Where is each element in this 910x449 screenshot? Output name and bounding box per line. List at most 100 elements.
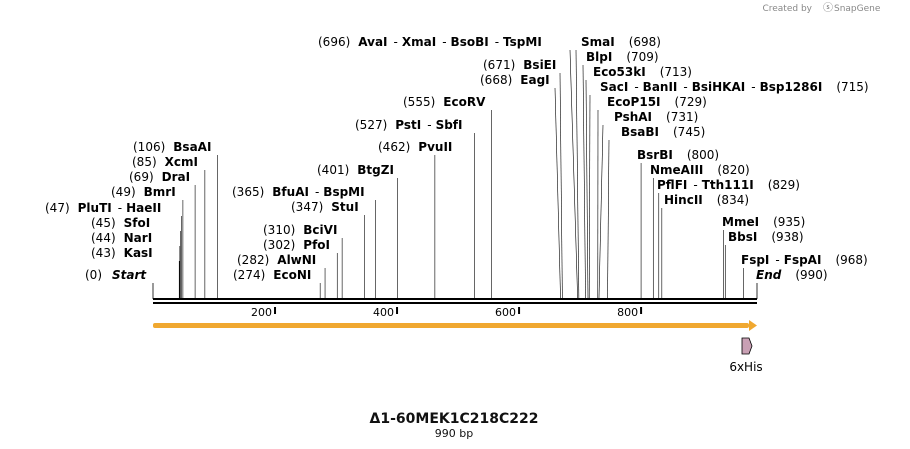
enzyme-site[interactable]: NmeAIII (820) xyxy=(650,163,750,298)
enzyme-name: SmaI xyxy=(581,35,615,49)
enzyme-label: (49) BmrI xyxy=(111,185,176,199)
enzyme-name: BsoBI xyxy=(451,35,489,49)
enzyme-label: (401) BtgZI xyxy=(317,163,394,177)
enzyme-position: (729) xyxy=(675,95,707,109)
enzyme-position: (938) xyxy=(771,230,803,244)
enzyme-separator: - xyxy=(315,185,319,199)
enzyme-label: MmeI (935) xyxy=(722,215,805,229)
enzyme-name: SbfI xyxy=(436,118,463,132)
enzyme-site[interactable]: Eco53kI (713) xyxy=(585,65,692,299)
enzyme-site[interactable]: BlpI (709) xyxy=(582,50,659,299)
enzyme-position: (829) xyxy=(768,178,800,192)
enzyme-name: XmaI xyxy=(402,35,436,49)
enzyme-label: (668) EagI xyxy=(480,73,550,87)
enzyme-site[interactable]: (106) BsaAI xyxy=(133,140,218,298)
end-marker: End (990) xyxy=(756,268,828,299)
enzyme-position: (462) xyxy=(378,140,410,154)
enzyme-position: (49) xyxy=(111,185,136,199)
enzyme-name: BspMI xyxy=(323,185,364,199)
enzyme-name: PflFI xyxy=(657,178,687,192)
enzyme-site[interactable]: (282) AlwNI xyxy=(237,253,326,298)
enzyme-site[interactable]: (302) PfoI xyxy=(263,238,338,298)
enzyme-site[interactable]: (555) EcoRV xyxy=(403,95,492,298)
enzyme-site[interactable]: MmeI (935) xyxy=(722,215,805,298)
enzyme-separator: - xyxy=(427,118,431,132)
enzyme-site[interactable]: (401) BtgZI xyxy=(317,163,398,298)
enzyme-label: (671) BsiEI xyxy=(483,58,556,72)
enzyme-site[interactable]: PshAI (731) xyxy=(598,110,698,299)
start-name: Start xyxy=(112,268,147,282)
enzyme-name: BfuAI xyxy=(272,185,309,199)
enzyme-site[interactable]: HincII (834) xyxy=(661,193,749,298)
enzyme-separator: - xyxy=(634,80,638,94)
enzyme-name: BsiHKAI xyxy=(692,80,746,94)
enzyme-site[interactable]: (668) EagI xyxy=(480,73,561,299)
enzyme-name: BbsI xyxy=(728,230,757,244)
enzyme-position: (47) xyxy=(45,201,70,215)
enzyme-name: HaeII xyxy=(126,201,161,215)
enzyme-name: BlpI xyxy=(586,50,612,64)
enzyme-site[interactable]: (365) BfuAI - BspMI xyxy=(232,185,376,298)
enzyme-position: (834) xyxy=(717,193,749,207)
enzyme-label: Eco53kI (713) xyxy=(593,65,692,79)
enzyme-site[interactable]: PflFI - Tth111I (829) xyxy=(657,178,800,298)
enzyme-site[interactable]: (85) XcmI xyxy=(132,155,206,298)
enzyme-name: SfoI xyxy=(124,216,151,230)
enzyme-position: (968) xyxy=(835,253,867,267)
enzyme-site[interactable]: (347) StuI xyxy=(291,200,366,298)
enzyme-site[interactable]: EcoP15I (729) xyxy=(597,95,707,299)
enzyme-name: KasI xyxy=(124,246,153,260)
enzyme-name: PstI xyxy=(395,118,421,132)
enzyme-site[interactable]: (44) NarI xyxy=(91,231,181,298)
enzyme-label: SmaI (698) xyxy=(581,35,661,49)
enzyme-separator: - xyxy=(442,35,446,49)
enzyme-label: BsaBI (745) xyxy=(621,125,705,139)
enzyme-name: XcmI xyxy=(165,155,198,169)
enzyme-name: AvaI xyxy=(358,35,387,49)
enzyme-name: AlwNI xyxy=(277,253,316,267)
enzyme-position: (45) xyxy=(91,216,116,230)
feature-label-6xhis: 6xHis xyxy=(729,360,762,374)
enzyme-site[interactable]: (696) AvaI - XmaI - BsoBI - TspMI xyxy=(318,35,578,299)
enzyme-separator: - xyxy=(751,80,755,94)
enzyme-position: (668) xyxy=(480,73,512,87)
enzyme-name: NmeAIII xyxy=(650,163,703,177)
enzyme-position: (935) xyxy=(773,215,805,229)
feature-6xhis[interactable]: 6xHis xyxy=(729,337,763,374)
brand-created-by: Created by xyxy=(762,4,812,14)
enzyme-site[interactable]: (49) BmrI xyxy=(111,185,184,298)
enzyme-site[interactable]: SacI - BanII - BsiHKAI - Bsp1286I (715) xyxy=(588,80,869,299)
enzyme-separator: - xyxy=(394,35,398,49)
enzyme-site[interactable]: (274) EcoNI xyxy=(233,268,321,298)
enzyme-site[interactable]: BbsI (938) xyxy=(724,230,804,298)
enzyme-site[interactable]: FspI - FspAI (968) xyxy=(741,253,868,298)
end-label: End (990) xyxy=(756,268,828,282)
enzyme-site[interactable]: BsrBI (800) xyxy=(637,148,719,298)
enzyme-name: FspAI xyxy=(784,253,822,267)
enzyme-site[interactable]: (43) KasI xyxy=(91,246,180,298)
enzyme-site[interactable]: (527) PstI - SbfI xyxy=(355,118,475,298)
enzyme-site[interactable]: (310) BciVI xyxy=(263,223,343,298)
enzyme-name: HincII xyxy=(664,193,703,207)
enzyme-label: (45) SfoI xyxy=(91,216,150,230)
enzyme-position: (555) xyxy=(403,95,435,109)
enzyme-name: PshAI xyxy=(614,110,652,124)
enzyme-cut-line xyxy=(582,64,586,299)
enzyme-name: BanII xyxy=(643,80,678,94)
enzyme-name: BtgZI xyxy=(357,163,394,177)
enzyme-label: HincII (834) xyxy=(664,193,749,207)
enzyme-site[interactable]: SmaI (698) xyxy=(575,35,661,299)
map-title: Δ1-60MEK1C218C222 xyxy=(370,411,539,427)
enzyme-site[interactable]: (47) PluTI - HaeII xyxy=(45,201,182,298)
enzyme-site[interactable]: (45) SfoI xyxy=(91,216,181,298)
enzyme-name: StuI xyxy=(331,200,358,214)
enzyme-name: PluTI xyxy=(78,201,112,215)
enzyme-site[interactable]: (69) DraI xyxy=(129,170,196,298)
enzyme-site[interactable]: (462) PvuII xyxy=(378,140,452,298)
enzyme-label: SacI - BanII - BsiHKAI - Bsp1286I (715) xyxy=(600,80,869,94)
enzyme-site[interactable]: (671) BsiEI xyxy=(483,58,563,299)
snapgene-logo-icon: ⓢ xyxy=(823,2,833,14)
start-label: (0) Start xyxy=(85,268,147,282)
enzyme-name: BsiEI xyxy=(523,58,556,72)
enzyme-site[interactable]: BsaBI (745) xyxy=(607,125,706,299)
